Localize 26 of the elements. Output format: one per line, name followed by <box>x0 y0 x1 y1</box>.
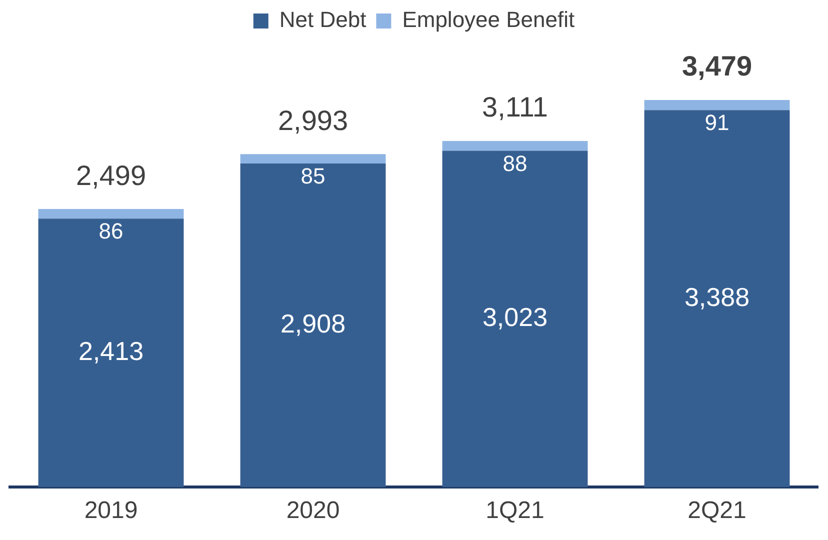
data-label: 86 <box>98 218 124 244</box>
bar <box>240 164 386 488</box>
data-label: 3,023 <box>482 302 548 332</box>
bar <box>240 154 386 164</box>
data-label: 85 <box>300 164 326 189</box>
bar <box>38 209 184 219</box>
x-tick-label: 2020 <box>286 497 340 524</box>
data-label: 2,413 <box>78 336 144 366</box>
total-label: 2,993 <box>278 104 348 136</box>
x-tick-label: 2Q21 <box>688 497 746 524</box>
total-label: 2,499 <box>76 160 146 191</box>
x-tick-label: 1Q21 <box>486 497 544 524</box>
x-tick-label: 2019 <box>84 497 138 524</box>
bar <box>442 140 588 151</box>
data-label: 2,908 <box>280 308 346 339</box>
data-label: 3,388 <box>684 282 750 312</box>
total-label: 3,479 <box>682 50 752 82</box>
legend-label: Employee Benefit <box>402 7 575 32</box>
bar <box>442 150 588 488</box>
legend-label: Net Debt <box>279 7 366 32</box>
bar <box>644 100 790 110</box>
bar <box>38 218 184 488</box>
data-label: 91 <box>704 110 730 136</box>
bar <box>644 110 790 488</box>
data-label: 88 <box>502 150 528 176</box>
total-label: 3,111 <box>482 92 548 123</box>
